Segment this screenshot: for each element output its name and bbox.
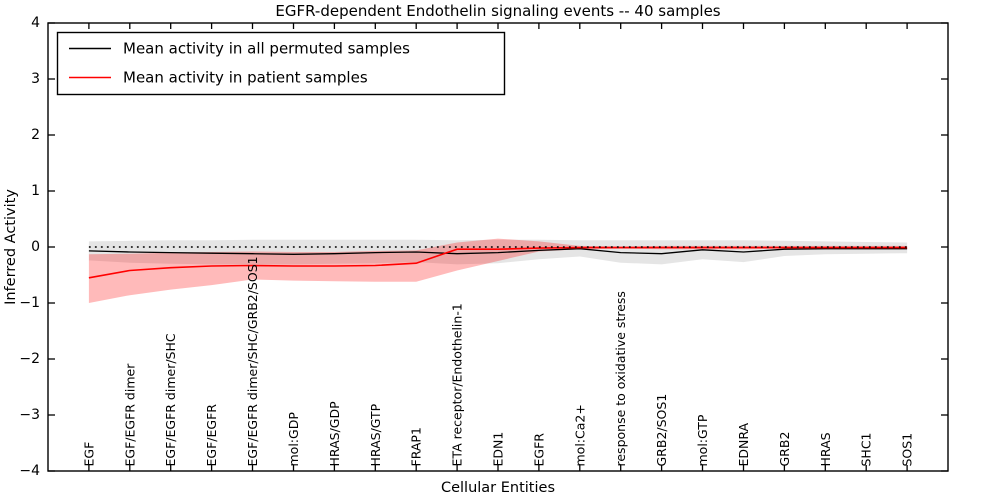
category-label: GRB2: [777, 432, 792, 467]
category-label: SHC1: [859, 432, 874, 466]
series-lines-layer: [88, 246, 908, 279]
y-tick-label: −3: [19, 407, 40, 423]
category-label: EDNRA: [736, 422, 751, 466]
category-label: EGF/EGFR: [204, 404, 219, 467]
category-label: mol:GTP: [695, 414, 710, 466]
legend-label-permuted: Mean activity in all permuted samples: [123, 40, 410, 58]
legend: Mean activity in all permuted samples Me…: [56, 31, 506, 96]
x-axis-label: Cellular Entities: [441, 480, 555, 496]
category-label: EGF/EGFR dimer: [122, 363, 137, 467]
category-label: mol:GDP: [286, 412, 301, 467]
y-tick-label: 4: [31, 15, 40, 31]
y-axis-label: Inferred Activity: [3, 189, 19, 305]
y-tick-label: 2: [31, 127, 40, 143]
category-label: EDN1: [491, 432, 506, 467]
y-tick-label: −2: [19, 351, 40, 367]
category-label: HRAS/GDP: [327, 401, 342, 467]
category-label: EGFR: [531, 433, 546, 467]
category-labels-layer: EGF EGF/EGFR dimer EGF/EGFR dimer/SHC EGF/E…: [81, 256, 914, 466]
category-label: HRAS/GTP: [368, 403, 383, 466]
category-label: GRB2/SOS1: [654, 394, 669, 467]
category-label: FRAP1: [409, 427, 424, 466]
chart-title: EGFR-dependent Endothelin signaling even…: [275, 2, 720, 20]
y-tick-label: 1: [31, 183, 40, 199]
y-tick-label: −4: [19, 463, 40, 479]
plot-border: [47, 22, 949, 472]
category-label: EGF/EGFR dimer/SHC: [163, 333, 178, 466]
y-tick-label: −1: [19, 295, 40, 311]
y-tick-label: 3: [31, 71, 40, 87]
y-tick-labels-layer: 4 3 2 1 0 −1 −2 −3 −4: [19, 15, 40, 479]
patient-mean-line: [88, 246, 908, 279]
category-label: ETA receptor/Endothelin-1: [450, 303, 465, 466]
legend-label-patient: Mean activity in patient samples: [123, 69, 368, 87]
category-label: mol:Ca2+: [572, 404, 587, 466]
category-label: HRAS: [818, 432, 833, 466]
legend-box: [56, 31, 506, 96]
category-label: EGF/EGFR dimer/SHC/GRB2/SOS1: [245, 256, 260, 466]
category-label: SOS1: [900, 433, 915, 467]
category-label: response to oxidative stress: [613, 291, 628, 466]
permuted-mean-line: [88, 248, 908, 255]
y-tick-label: 0: [31, 239, 40, 255]
category-label: EGF: [81, 442, 96, 467]
